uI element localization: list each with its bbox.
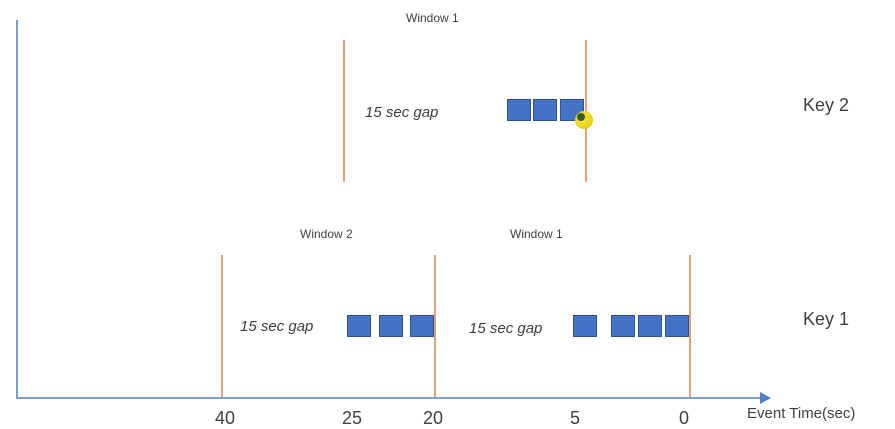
x-axis xyxy=(16,397,761,399)
key1-label: Key 1 xyxy=(803,309,850,329)
key1-event xyxy=(410,315,434,337)
tick-label: 5 xyxy=(570,408,581,428)
key2-label: Key 2 xyxy=(803,95,850,115)
key1-event xyxy=(379,315,403,337)
key1-gap-label-left: 15 sec gap xyxy=(240,318,314,335)
key1-window2-label: Window 2 xyxy=(300,227,353,241)
key1-window2-start-line xyxy=(221,255,223,397)
key1-event xyxy=(347,315,371,337)
tick-label: 25 xyxy=(342,408,363,428)
key1-event xyxy=(611,315,635,337)
tick-label: 20 xyxy=(423,408,444,428)
key2-window-start-line xyxy=(343,40,345,182)
key2-gap-label: 15 sec gap xyxy=(365,104,439,121)
key1-event xyxy=(573,315,597,337)
tick-label: 0 xyxy=(679,408,690,428)
key2-window1-label: Window 1 xyxy=(406,11,459,25)
key2-event xyxy=(533,99,557,121)
key1-event xyxy=(638,315,662,337)
key1-window-boundary-line xyxy=(434,255,436,397)
key1-event xyxy=(665,315,689,337)
key1-window1-end-line xyxy=(689,255,691,397)
key1-window1-label: Window 1 xyxy=(510,227,563,241)
axis-title: Event Time(sec) xyxy=(747,405,856,422)
mouse-cursor-icon xyxy=(577,113,585,121)
key2-event xyxy=(507,99,531,121)
y-axis xyxy=(16,20,18,398)
tick-label: 40 xyxy=(215,408,236,428)
key1-gap-label-right: 15 sec gap xyxy=(469,320,543,337)
x-axis-arrow-icon xyxy=(760,392,771,404)
